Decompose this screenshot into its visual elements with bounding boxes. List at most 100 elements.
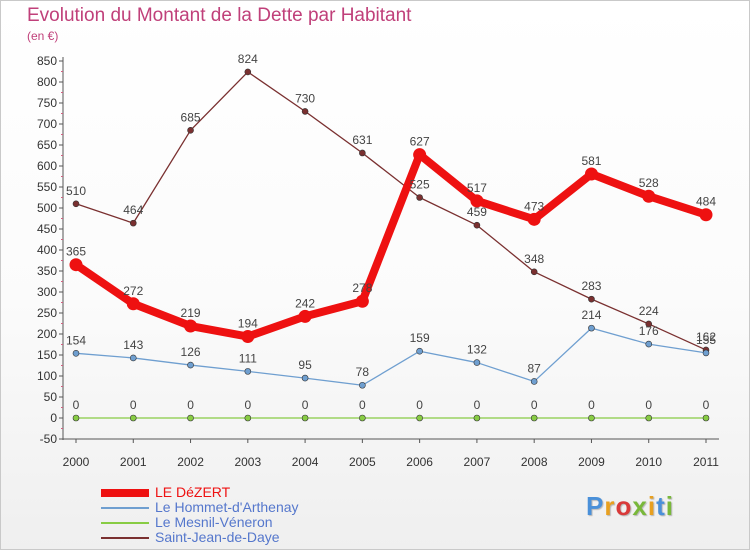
data-label: 0: [73, 398, 80, 412]
data-point: [584, 167, 598, 181]
data-point: [702, 414, 710, 422]
y-tick-label: 50: [44, 390, 58, 404]
data-point: [413, 148, 427, 162]
data-label: 126: [181, 345, 201, 359]
data-label: 510: [66, 184, 86, 198]
legend-item: Le Hommet-d'Arthenay: [101, 499, 421, 515]
y-tick-label: 200: [37, 327, 57, 341]
data-point: [72, 414, 80, 422]
y-tick-label: 750: [37, 96, 57, 110]
data-label: 242: [295, 296, 315, 310]
x-tick-label: 2001: [120, 455, 147, 469]
legend-swatch: [101, 507, 149, 509]
data-point: [645, 340, 653, 348]
data-point: [187, 361, 194, 369]
x-tick-label: 2010: [635, 455, 662, 469]
data-point: [184, 319, 198, 333]
data-label: 0: [302, 398, 309, 412]
data-point: [244, 368, 252, 375]
data-point: [301, 108, 309, 115]
data-label: 143: [123, 338, 143, 352]
data-label: 0: [645, 398, 652, 412]
y-tick-label: 350: [37, 264, 57, 278]
data-point: [416, 414, 423, 422]
series-line: [72, 150, 710, 341]
data-label: 132: [467, 343, 487, 357]
data-point: [129, 219, 137, 227]
data-point: [473, 221, 481, 229]
data-point: [359, 381, 366, 389]
x-tick-label: 2006: [406, 455, 433, 469]
y-tick-label: 650: [37, 138, 57, 152]
legend-item: Saint-Jean-de-Daye: [101, 529, 421, 545]
data-point: [298, 309, 312, 323]
data-label: 473: [524, 199, 544, 213]
data-point: [642, 189, 656, 203]
data-label: 0: [531, 398, 538, 412]
data-point: [416, 194, 423, 201]
data-point: [530, 414, 538, 422]
x-tick-label: 2007: [464, 455, 491, 469]
data-label: 214: [581, 308, 601, 322]
legend-label: Saint-Jean-de-Daye: [155, 529, 280, 545]
data-label: 348: [524, 252, 544, 266]
data-point: [470, 194, 484, 208]
series-line: [75, 71, 707, 351]
x-tick-label: 2004: [292, 455, 319, 469]
data-point: [702, 349, 710, 357]
y-tick-label: 800: [37, 75, 57, 89]
data-point: [301, 374, 309, 382]
data-point: [69, 258, 83, 272]
y-tick-label: 100: [37, 369, 57, 383]
data-point: [530, 378, 538, 385]
data-label: 219: [181, 306, 201, 320]
y-tick-label: -50: [40, 432, 58, 446]
y-tick-label: 700: [37, 117, 57, 131]
data-label: 365: [66, 245, 86, 259]
data-label: 194: [238, 317, 258, 331]
x-tick-label: 2011: [693, 455, 719, 469]
legend-swatch: [101, 489, 149, 497]
data-label: 155: [696, 333, 716, 347]
data-point: [588, 324, 595, 332]
data-label: 95: [298, 358, 312, 372]
data-point: [187, 414, 194, 422]
legend-item: LE DéZERT: [101, 484, 421, 500]
data-label: 87: [528, 361, 542, 375]
data-point: [588, 414, 595, 422]
legend-label: Le Mesnil-Véneron: [155, 514, 273, 530]
data-point: [72, 200, 80, 208]
data-label: 581: [581, 154, 601, 168]
x-tick-label: 2000: [63, 455, 90, 469]
data-point: [126, 297, 140, 311]
data-point: [473, 414, 481, 422]
data-point: [588, 295, 595, 303]
data-label: 0: [588, 398, 595, 412]
data-point: [699, 208, 713, 222]
chart-subtitle: (en €): [27, 29, 59, 43]
chart-title: Evolution du Montant de la Dette par Hab…: [27, 5, 412, 26]
data-label: 162: [696, 330, 716, 344]
y-tick-label: 150: [37, 348, 57, 362]
data-label: 631: [352, 133, 372, 147]
data-label: 824: [238, 52, 258, 66]
x-tick-label: 2009: [578, 455, 605, 469]
data-label: 272: [123, 284, 143, 298]
x-tick-label: 2005: [349, 455, 376, 469]
data-point: [355, 294, 369, 308]
data-label: 224: [639, 304, 659, 318]
legend-label: LE DéZERT: [155, 484, 231, 500]
data-label: 176: [639, 324, 659, 338]
data-label: 685: [181, 110, 201, 124]
data-point: [359, 149, 366, 157]
data-point: [645, 414, 653, 422]
legend-label: Le Hommet-d'Arthenay: [155, 499, 299, 515]
data-point: [129, 354, 137, 362]
data-label: 0: [187, 398, 194, 412]
data-point: [241, 330, 255, 344]
y-tick-label: 450: [37, 222, 57, 236]
data-label: 159: [410, 331, 430, 345]
x-tick-label: 2002: [177, 455, 204, 469]
legend: LE DéZERT Le Hommet-d'Arthenay Le Mesnil-V…: [101, 484, 421, 545]
x-tick-label: 2003: [234, 455, 261, 469]
